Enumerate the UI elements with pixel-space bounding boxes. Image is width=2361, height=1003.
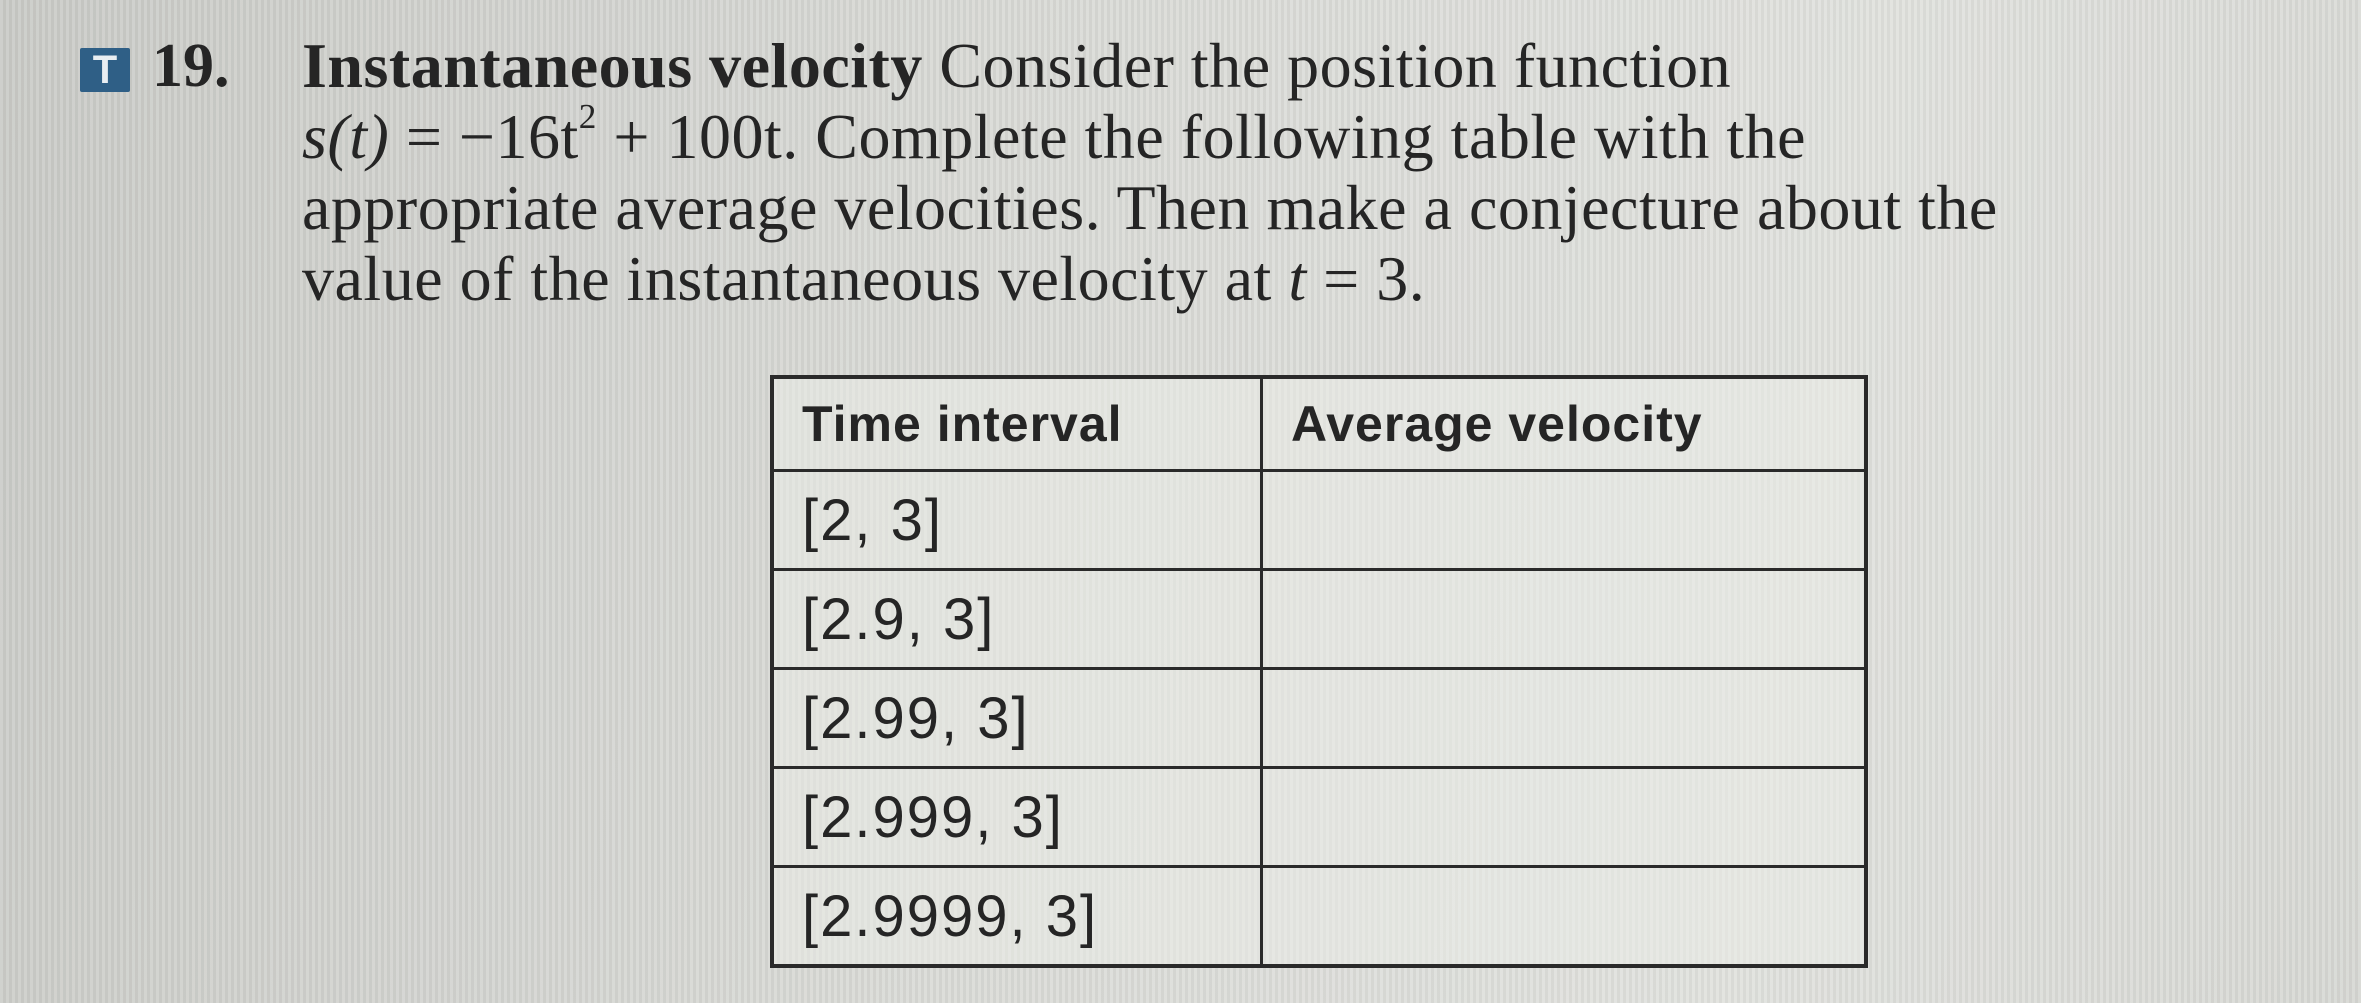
time-interval-cell: [2.999, 3] (770, 766, 1263, 868)
statement-text-1: Consider the position function (939, 30, 1732, 101)
statement-line-1: Instantaneous velocity Consider the posi… (302, 30, 2332, 101)
problem-number: 19. (152, 32, 230, 100)
position-function-exponent: 2 (578, 97, 597, 137)
table-row: [2, 3] (770, 469, 1868, 571)
time-interval-cell: [2.9999, 3] (770, 865, 1263, 968)
problem-title: Instantaneous velocity (302, 30, 923, 101)
table-row: [2.99, 3] (770, 667, 1868, 769)
time-variable: t (1288, 243, 1307, 314)
time-interval-cell: [2.9, 3] (770, 568, 1263, 670)
position-function-lhs: s(t) (302, 101, 390, 172)
position-function-coefficient: = −16t (405, 101, 579, 172)
statement-line-3: appropriate average velocities. Then mak… (302, 172, 1998, 243)
statement-text-4: value of the instantaneous velocity at (302, 243, 1272, 314)
average-velocity-cell (1260, 568, 1868, 670)
table-header-row: Time interval Average velocity (770, 375, 1868, 472)
average-velocity-cell (1260, 667, 1868, 769)
velocity-table: Time interval Average velocity [2, 3] [2… (770, 375, 1868, 968)
average-velocity-cell (1260, 766, 1868, 868)
position-function-rhs: + 100t. (613, 101, 799, 172)
statement-text-2: Complete the following table with the (815, 101, 1806, 172)
technology-badge-icon: T (80, 48, 130, 92)
time-interval-cell: [2, 3] (770, 469, 1263, 571)
problem-statement: Instantaneous velocity Consider the posi… (302, 30, 2332, 314)
statement-line-4: value of the instantaneous velocity at t… (302, 243, 2332, 314)
average-velocity-cell (1260, 865, 1868, 968)
table-row: [2.9999, 3] (770, 865, 1868, 968)
statement-line-2: s(t) = −16t2 + 100t. Complete the follow… (302, 99, 2332, 172)
table-row: [2.999, 3] (770, 766, 1868, 868)
table-row: [2.9, 3] (770, 568, 1868, 670)
header-time-interval: Time interval (770, 375, 1263, 472)
average-velocity-cell (1260, 469, 1868, 571)
header-average-velocity: Average velocity (1260, 375, 1868, 472)
statement-text-4-end: = 3. (1323, 243, 1426, 314)
time-interval-cell: [2.99, 3] (770, 667, 1263, 769)
